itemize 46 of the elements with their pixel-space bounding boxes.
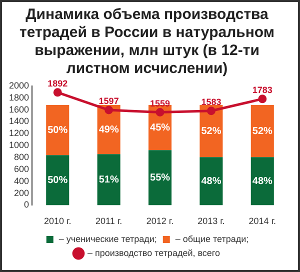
x-tick-label: 2014 г. xyxy=(248,216,276,226)
data-label: 51% xyxy=(98,174,119,186)
y-tick-label: 600 xyxy=(14,164,30,174)
bar xyxy=(97,154,120,206)
data-label: 52% xyxy=(252,126,273,137)
bar xyxy=(46,105,70,156)
y-tick-label: 800 xyxy=(14,152,30,162)
legend-label: – производство тетрадей, всего xyxy=(87,248,220,258)
data-label: 55% xyxy=(150,172,170,184)
x-tick-label: 2013 г. xyxy=(198,216,225,226)
bar xyxy=(148,150,172,206)
y-tick-label: 400 xyxy=(14,176,30,186)
bar xyxy=(200,157,223,206)
y-tick-label: 1600 xyxy=(8,104,30,114)
y-tick-label: 1400 xyxy=(8,116,30,126)
data-label: 45% xyxy=(150,122,170,134)
data-label: 1892 xyxy=(48,78,68,88)
data-label: 48% xyxy=(252,176,273,187)
data-label: 49% xyxy=(98,124,119,136)
y-tick-label: 1800 xyxy=(8,92,30,102)
data-label: 50% xyxy=(48,124,68,136)
data-label: 1583 xyxy=(201,96,222,107)
chart-title: Динамика объема производства тетрадей в России в натуральном выражении, млн штук (в 12-ти листном исчислении) xyxy=(20,6,274,78)
x-tick-label: 2010 г. xyxy=(44,216,72,226)
x-tick-label: 2011 г. xyxy=(96,216,122,226)
legend-label: – ученические тетради; xyxy=(58,234,157,244)
data-label: 50% xyxy=(48,174,68,186)
y-tick-label: 1200 xyxy=(8,128,30,138)
y-tick-label: 1000 xyxy=(8,140,30,150)
data-label: 52% xyxy=(201,126,222,137)
point xyxy=(258,94,267,104)
bar xyxy=(250,157,274,206)
point xyxy=(206,106,216,116)
bar xyxy=(250,105,274,158)
y-tick-label: 200 xyxy=(14,188,30,198)
bar xyxy=(46,155,70,206)
y-tick-label: 0 xyxy=(24,200,30,210)
data-label: 48% xyxy=(201,176,222,187)
point xyxy=(156,108,164,117)
y-tick-label: 2000 xyxy=(8,80,30,90)
data-label: 1597 xyxy=(98,96,119,106)
point xyxy=(53,88,62,97)
x-tick-label: 2012 г. xyxy=(146,216,174,226)
legend-label: – общие тетради; xyxy=(175,234,249,244)
data-label: 1783 xyxy=(252,84,272,95)
point xyxy=(104,106,114,114)
